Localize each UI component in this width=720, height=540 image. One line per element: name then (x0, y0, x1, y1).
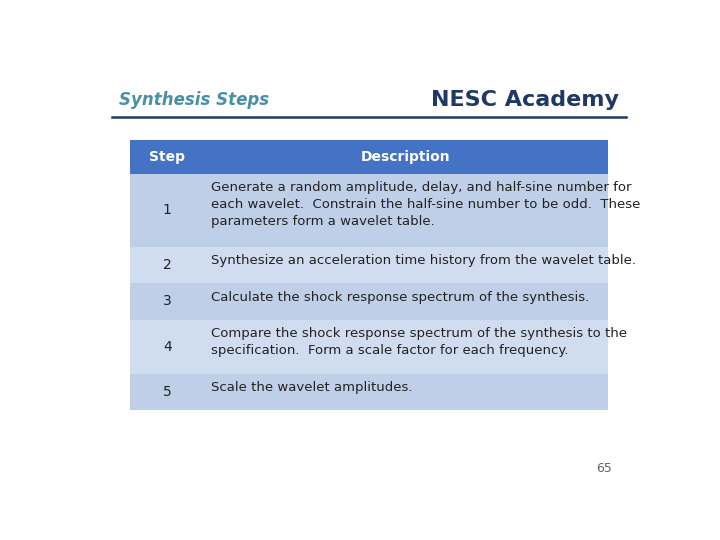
Text: Synthesis Steps: Synthesis Steps (119, 91, 269, 109)
Text: 4: 4 (163, 340, 171, 354)
Text: Generate a random amplitude, delay, and half-sine number for
each wavelet.  Cons: Generate a random amplitude, delay, and … (211, 181, 640, 228)
Text: 2: 2 (163, 258, 171, 272)
Text: 5: 5 (163, 385, 171, 399)
Text: Description: Description (361, 150, 451, 164)
Text: Synthesize an acceleration time history from the wavelet table.: Synthesize an acceleration time history … (211, 254, 636, 267)
Bar (130, 320, 608, 374)
Bar (130, 140, 608, 174)
Text: Scale the wavelet amplitudes.: Scale the wavelet amplitudes. (211, 381, 413, 394)
Text: Step: Step (149, 150, 185, 164)
Bar (130, 283, 608, 320)
Text: NESC Academy: NESC Academy (431, 90, 619, 110)
Bar (130, 174, 608, 246)
Text: 65: 65 (596, 462, 612, 475)
Text: 1: 1 (163, 203, 171, 217)
Text: 3: 3 (163, 294, 171, 308)
Text: Compare the shock response spectrum of the synthesis to the
specification.  Form: Compare the shock response spectrum of t… (211, 327, 627, 357)
Bar (130, 374, 608, 410)
Bar (130, 246, 608, 283)
Text: Calculate the shock response spectrum of the synthesis.: Calculate the shock response spectrum of… (211, 291, 589, 303)
